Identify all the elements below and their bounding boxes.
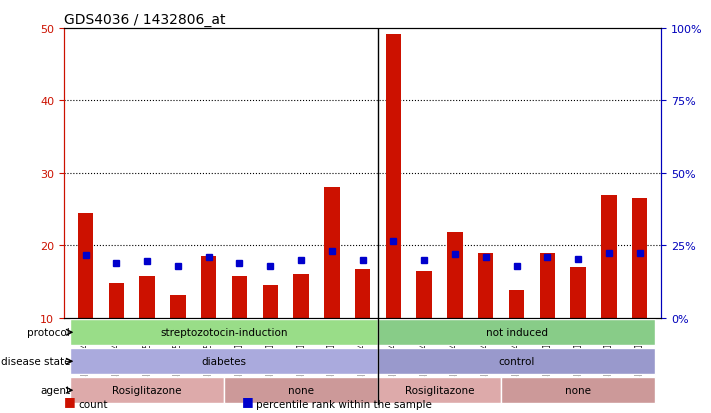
FancyBboxPatch shape [378,348,655,374]
Text: ■: ■ [64,394,76,407]
Bar [478,253,493,318]
Text: not induced: not induced [486,328,547,337]
Text: agent: agent [40,385,70,395]
Text: percentile rank within the sample: percentile rank within the sample [256,399,432,409]
Text: Rosiglitazone: Rosiglitazone [405,385,474,395]
Bar [232,276,247,318]
Bar [385,35,401,318]
Bar [201,256,216,318]
FancyBboxPatch shape [378,377,501,403]
Text: protocol: protocol [28,328,70,337]
FancyBboxPatch shape [378,320,655,345]
Text: Rosiglitazone: Rosiglitazone [112,385,182,395]
Bar [294,275,309,318]
FancyBboxPatch shape [70,320,378,345]
Bar [109,283,124,318]
Bar [355,269,370,318]
Text: disease state: disease state [1,356,70,366]
Bar [324,188,340,318]
Bar [632,199,648,318]
FancyBboxPatch shape [70,348,378,374]
Bar [447,233,463,318]
Text: none: none [565,385,591,395]
Text: control: control [498,356,535,366]
Bar [170,295,186,318]
FancyBboxPatch shape [70,377,224,403]
FancyBboxPatch shape [501,377,655,403]
Text: count: count [78,399,107,409]
Text: streptozotocin-induction: streptozotocin-induction [160,328,288,337]
Bar [602,195,616,318]
Bar [262,285,278,318]
Text: diabetes: diabetes [202,356,247,366]
Bar [570,268,586,318]
Bar [77,213,93,318]
Bar [540,253,555,318]
Text: none: none [288,385,314,395]
Bar [417,271,432,318]
Bar [139,276,155,318]
Text: ■: ■ [242,394,254,407]
Bar [509,291,524,318]
FancyBboxPatch shape [224,377,378,403]
Text: GDS4036 / 1432806_at: GDS4036 / 1432806_at [64,12,225,26]
